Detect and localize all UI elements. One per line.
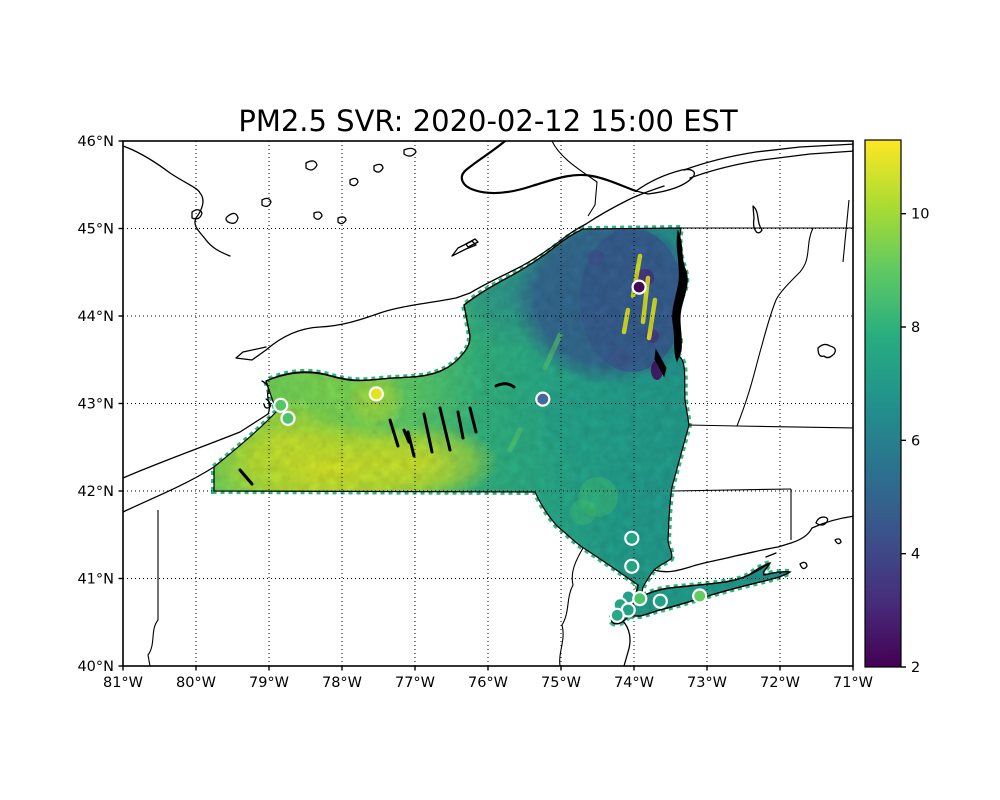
st-lawrence-northeast2	[689, 150, 853, 179]
x-axis-ticks: 81°W 80°W 79°W 78°W 77°W 76°W 75°W 74°W 73°W 72°W…	[103, 666, 873, 691]
station-queens	[632, 590, 648, 607]
colorbar-tick-label-8: 8	[911, 320, 920, 336]
y-tick-label-45°N: 45°N	[77, 222, 114, 238]
lake-george	[654, 348, 667, 378]
st-lawrence-us-shore	[463, 228, 584, 306]
station-rochester	[368, 386, 384, 402]
x-tick-label-72°W: 72°W	[760, 675, 800, 691]
ontario-quebec-border	[551, 141, 598, 217]
lake-erie-south-shore	[123, 466, 215, 513]
long-island-coast	[629, 562, 791, 617]
station-markers	[273, 279, 708, 623]
st-lawrence-upper	[585, 185, 665, 225]
canada-lakes	[191, 147, 479, 257]
station-suffolk	[692, 588, 708, 604]
lake-memphremagog	[752, 205, 763, 234]
st-lawrence-northeast1	[683, 143, 853, 171]
pa-oh-border	[147, 510, 159, 666]
lake-ontario-south-shore	[265, 304, 471, 382]
y-tick-label-46°N: 46°N	[77, 134, 114, 150]
ct-ri-coast	[653, 515, 853, 573]
montreal-island	[635, 168, 696, 195]
finger-lakes	[238, 382, 516, 486]
x-tick-label-79°W: 79°W	[249, 675, 289, 691]
station-nassau	[652, 593, 668, 609]
station-midhudson-n	[624, 530, 640, 546]
x-tick-label-71°W: 71°W	[833, 675, 873, 691]
x-tick-label-75°W: 75°W	[541, 675, 581, 691]
station-buffalo	[280, 410, 296, 426]
colorbar: 2 4 6 8 10	[864, 139, 929, 676]
ma-vt-nh-border	[687, 424, 853, 429]
x-tick-label-76°W: 76°W	[468, 675, 508, 691]
canada-line	[123, 145, 231, 257]
station-utica	[535, 391, 551, 407]
lake-champlain	[672, 229, 688, 363]
station-statenisland	[609, 607, 625, 623]
nh-me-border	[842, 199, 850, 263]
y-tick-label-44°N: 44°N	[77, 309, 114, 325]
y-tick-label-42°N: 42°N	[77, 484, 114, 500]
station-midhudson-s	[624, 558, 640, 574]
x-tick-label-77°W: 77°W	[395, 675, 435, 691]
st-lawrence-canada-shore	[469, 223, 587, 294]
y-tick-label-40°N: 40°N	[77, 659, 114, 675]
colorbar-gradient	[864, 139, 902, 668]
y-tick-label-43°N: 43°N	[77, 397, 114, 413]
x-tick-label-80°W: 80°W	[176, 675, 216, 691]
y-tick-label-41°N: 41°N	[77, 572, 114, 588]
coastal-islands	[765, 516, 842, 570]
colorbar-tick-label-4: 4	[911, 547, 920, 563]
colorbar-tick-label-10: 10	[911, 207, 929, 223]
y-axis-ticks: 46°N 45°N 44°N 43°N 42°N 41°N 40°N	[77, 134, 123, 675]
ottawa-river	[460, 141, 638, 195]
colorbar-tick-label-2: 2	[911, 660, 920, 676]
station-niagara	[273, 397, 289, 413]
x-tick-label-81°W: 81°W	[103, 675, 143, 691]
lake-ontario-north-shore	[235, 292, 471, 361]
gridlines	[122, 140, 854, 667]
colorbar-ticks: 2 4 6 8 10	[901, 207, 929, 676]
colorbar-tick-label-6: 6	[911, 433, 920, 449]
x-tick-label-78°W: 78°W	[322, 675, 362, 691]
lake-erie-north-shore	[123, 413, 269, 479]
vt-nh-connecticut-river	[736, 227, 814, 427]
x-tick-label-73°W: 73°W	[687, 675, 727, 691]
x-tick-label-74°W: 74°W	[614, 675, 654, 691]
plot-title: PM2.5 SVR: 2020-02-12 15:00 EST	[238, 104, 738, 138]
lake-winnipesaukee	[817, 343, 836, 359]
nj-pa-delaware-river	[559, 547, 584, 666]
station-whiteface	[631, 279, 647, 295]
